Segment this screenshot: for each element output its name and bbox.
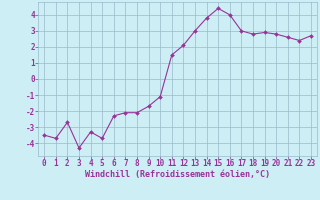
X-axis label: Windchill (Refroidissement éolien,°C): Windchill (Refroidissement éolien,°C) [85,170,270,179]
